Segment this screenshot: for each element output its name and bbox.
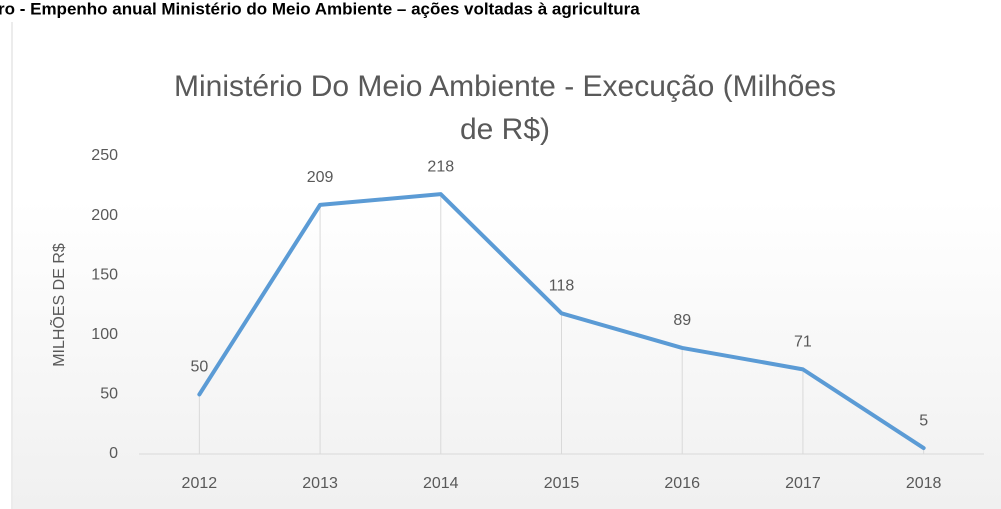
- data-label: 89: [673, 312, 691, 329]
- y-tick-label: 50: [100, 386, 118, 403]
- chart-title: de R$): [460, 113, 550, 146]
- caption: ro - Empenho anual Ministério do Meio Am…: [0, 0, 640, 18]
- x-tick-label: 2018: [906, 475, 942, 492]
- chart-background: [13, 200, 1001, 509]
- x-tick-label: 2012: [182, 475, 218, 492]
- y-tick-label: 150: [91, 266, 118, 283]
- x-tick-label: 2013: [302, 475, 338, 492]
- y-tick-label: 0: [109, 445, 118, 462]
- x-tick-label: 2016: [664, 475, 700, 492]
- data-label: 118: [549, 278, 575, 295]
- x-tick-label: 2017: [785, 475, 821, 492]
- data-label: 218: [427, 158, 454, 175]
- chart-title: Ministério Do Meio Ambiente - Execução (…: [174, 70, 836, 103]
- data-label: 50: [190, 359, 208, 376]
- x-tick-label: 2014: [423, 475, 459, 492]
- data-line: [197, 192, 926, 451]
- data-label: 209: [307, 169, 334, 186]
- y-axis-label: MILHÕES DE R$: [48, 243, 68, 367]
- y-tick-label: 100: [91, 326, 118, 343]
- y-tick-label: 200: [91, 207, 118, 224]
- x-tick-label: 2015: [544, 475, 580, 492]
- y-tick-label: 250: [91, 147, 118, 164]
- data-label: 5: [919, 412, 928, 429]
- data-label: 71: [794, 334, 812, 351]
